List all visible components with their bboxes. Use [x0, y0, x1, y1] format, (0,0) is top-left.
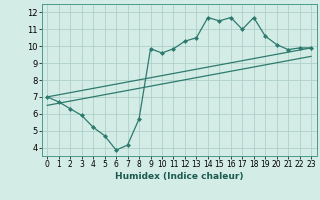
- X-axis label: Humidex (Indice chaleur): Humidex (Indice chaleur): [115, 172, 244, 181]
